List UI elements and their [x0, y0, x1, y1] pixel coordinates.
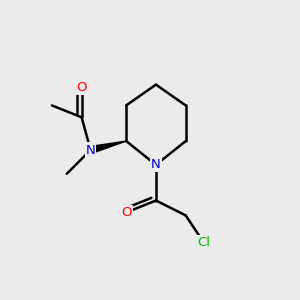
Text: Cl: Cl — [197, 236, 210, 249]
Text: N: N — [151, 158, 161, 171]
Text: O: O — [76, 81, 87, 94]
Polygon shape — [90, 141, 126, 154]
Text: O: O — [121, 206, 131, 219]
Text: N: N — [86, 143, 95, 157]
